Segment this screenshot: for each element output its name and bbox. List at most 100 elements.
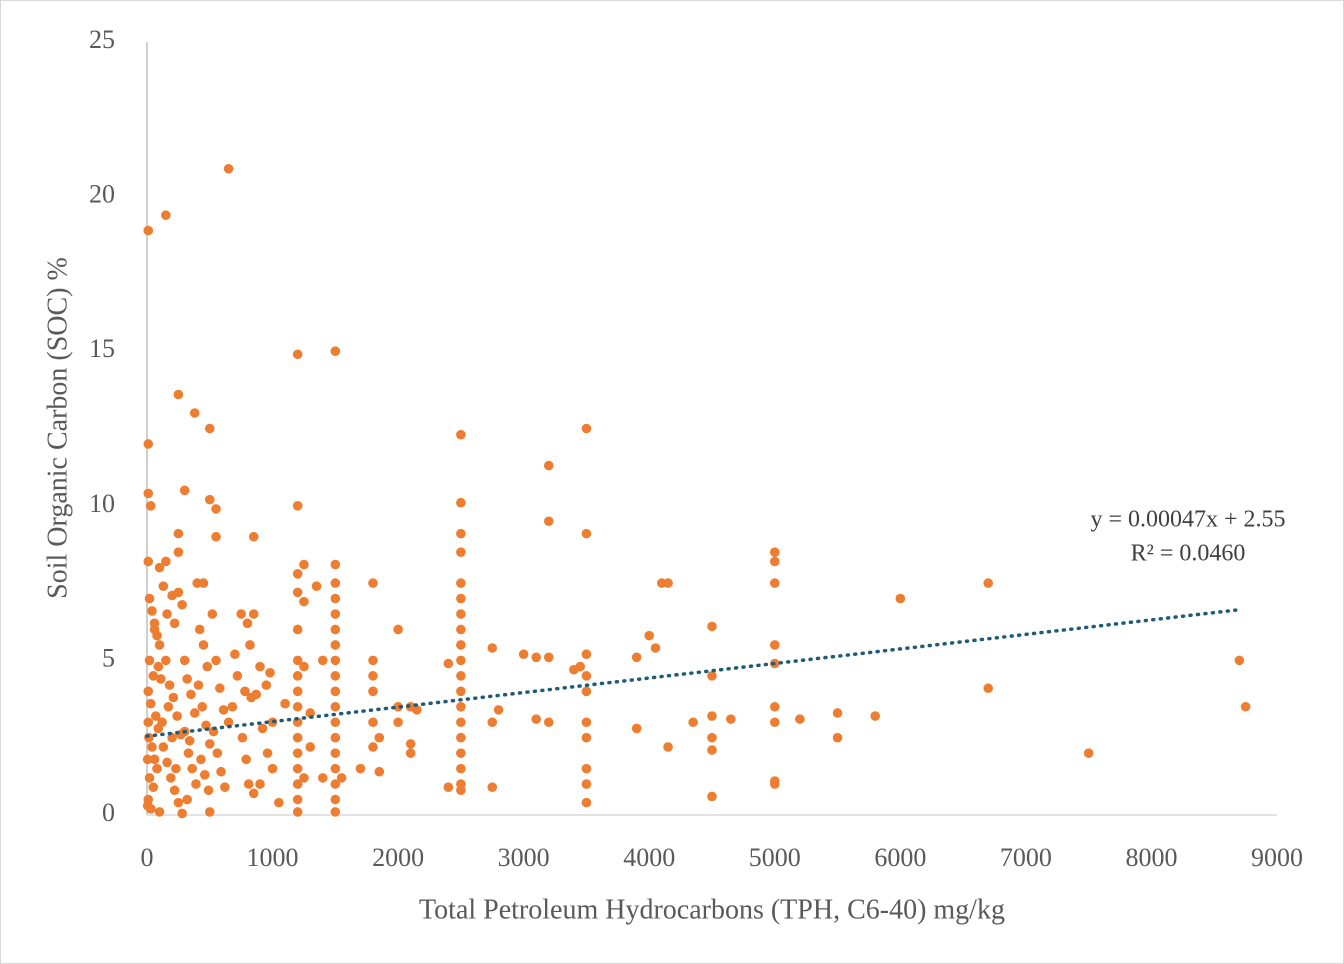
data-point [144,655,155,666]
data-point [456,701,466,712]
data-point [456,655,466,666]
data-point [152,763,162,774]
data-point [204,494,215,505]
data-point [161,210,171,220]
data-point [144,773,155,783]
data-point [145,698,156,709]
data-point [330,609,341,619]
data-point [487,717,498,728]
data-point [292,732,303,743]
data-point [162,609,172,619]
data-point [292,686,303,697]
data-point [569,664,579,675]
data-point [518,649,529,660]
x-axis-title: Total Petroleum Hydrocarbons (TPH, C6-40… [419,894,1005,925]
data-point [163,701,174,712]
data-point [456,732,466,743]
data-point [1234,655,1245,666]
trendline-equation: y = 0.00047x + 2.55 [1090,507,1285,533]
data-point [183,748,194,758]
data-point [230,649,240,660]
data-point [895,593,906,604]
data-point [769,779,780,789]
data-point [255,779,265,789]
data-point [162,757,172,768]
data-point [688,717,698,728]
data-point [456,717,466,728]
data-point [198,640,209,650]
data-point [154,807,165,817]
y-tick-label: 15 [89,334,115,363]
data-point [240,686,250,697]
data-point [456,763,466,774]
data-point [644,630,655,641]
data-point [292,671,303,681]
x-tick-label: 1000 [247,843,299,872]
data-point [142,800,153,811]
data-point [330,763,341,774]
data-point [172,711,182,721]
data-point [330,779,341,789]
data-point [456,528,466,539]
data-point [292,794,303,805]
y-tick-label: 0 [102,798,115,827]
data-point [581,423,592,434]
data-point [242,618,253,629]
data-point [795,714,805,724]
data-point [368,742,378,752]
data-point [169,785,180,796]
data-point [145,501,156,511]
x-tick-label: 4000 [623,843,675,872]
y-tick-label: 20 [89,180,115,209]
data-point [1240,701,1251,712]
data-point [189,408,200,418]
data-point [317,773,328,783]
data-point [456,624,466,635]
data-point [487,782,498,792]
data-point [456,429,466,440]
data-point [330,559,341,570]
data-point [204,423,215,434]
data-point [204,739,215,749]
data-point [153,661,164,672]
data-point [330,578,341,588]
data-point [355,763,366,774]
data-point [192,578,203,588]
y-tick-label: 25 [89,25,115,54]
data-point [202,661,213,672]
data-point [543,460,554,471]
data-point [220,782,230,792]
data-point [330,717,341,728]
data-point [189,708,200,718]
data-point [184,735,195,746]
data-point [241,754,251,765]
data-point [280,698,290,709]
x-tick-label: 2000 [372,843,424,872]
data-point [330,624,341,635]
data-point [456,578,466,588]
data-point [248,788,259,799]
data-point [267,763,278,774]
x-tick-label: 3000 [498,843,550,872]
data-point [1083,748,1094,758]
data-point [832,708,843,718]
data-point [581,686,592,697]
data-point [456,547,466,557]
data-point [543,652,554,663]
x-tick-label: 5000 [749,843,801,872]
data-point [169,618,180,629]
data-point [227,701,238,712]
data-point [663,742,673,752]
y-axis-title: Soil Organic Carbon (SOC) % [42,257,73,599]
data-point [173,528,184,539]
data-point [374,732,385,743]
data-point [274,797,284,808]
data-point [154,640,165,650]
data-point [983,578,994,588]
data-point [168,692,179,703]
data-point [237,732,248,743]
data-point [182,674,192,684]
data-point [531,714,542,724]
